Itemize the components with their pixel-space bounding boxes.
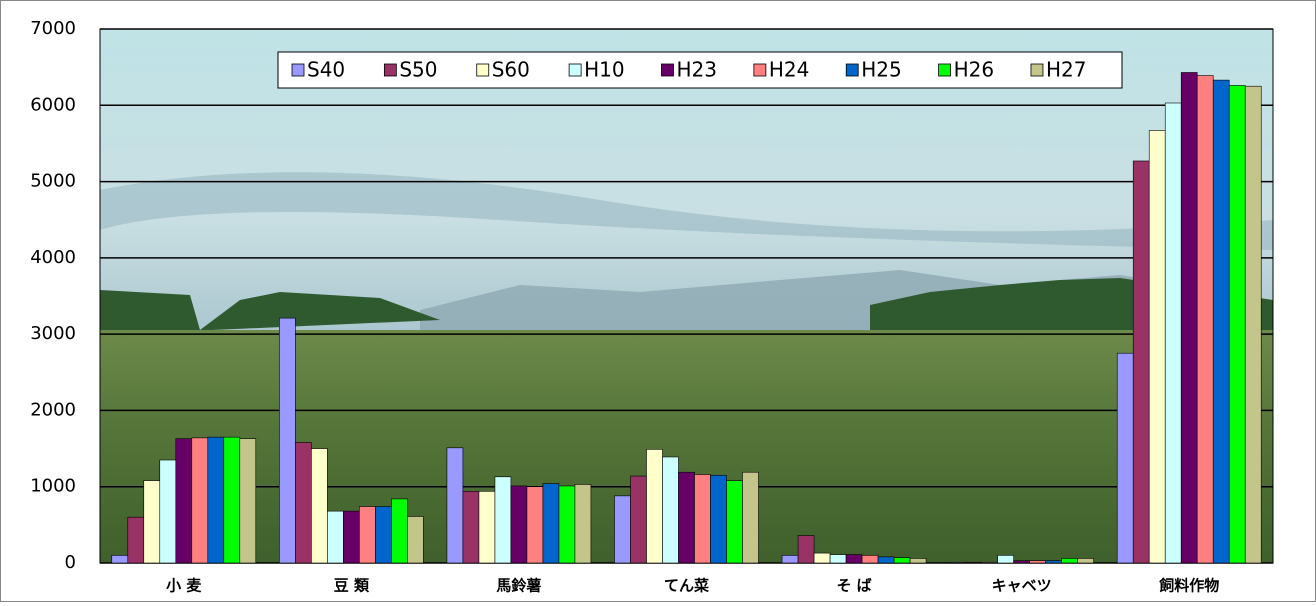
bar <box>1013 560 1030 564</box>
bar <box>127 516 145 564</box>
bar <box>343 510 360 564</box>
bar <box>845 554 863 564</box>
bar <box>574 484 592 564</box>
bar <box>949 561 966 564</box>
bar <box>1045 560 1062 564</box>
bar <box>1029 560 1046 564</box>
bar <box>327 510 344 564</box>
bar <box>909 558 927 564</box>
x-tick-label: 豆 類 <box>334 577 370 595</box>
bar <box>726 480 743 564</box>
y-tick-label: 0 <box>65 552 76 573</box>
y-tick-label: 3000 <box>30 323 76 344</box>
legend-label: H24 <box>769 58 810 82</box>
bar <box>630 475 647 564</box>
bar <box>159 459 177 564</box>
bar <box>662 456 679 564</box>
legend-swatch <box>476 63 490 77</box>
bar <box>494 476 512 564</box>
bar <box>694 474 711 564</box>
legend-box <box>277 51 1123 89</box>
bar <box>1116 352 1134 564</box>
bar <box>893 557 911 564</box>
legend-swatch <box>291 63 305 77</box>
x-tick-label: 馬鈴薯 <box>496 577 541 595</box>
bar <box>1244 85 1262 564</box>
bar <box>710 474 727 564</box>
bar <box>981 561 998 564</box>
legend-swatch <box>845 63 859 77</box>
legend-swatch <box>568 63 582 77</box>
legend-swatch <box>938 63 951 77</box>
bar <box>646 449 663 564</box>
bar <box>143 480 161 564</box>
bar <box>965 561 982 564</box>
bar <box>1164 102 1182 564</box>
bar <box>861 555 879 564</box>
bar <box>526 486 544 564</box>
legend-swatch <box>661 63 674 77</box>
bar <box>1132 160 1150 564</box>
bar <box>223 436 241 564</box>
x-tick-label: 小 麦 <box>166 577 202 595</box>
x-tick-label: てん菜 <box>664 577 709 595</box>
y-tick-label: 4000 <box>30 247 76 268</box>
bar <box>295 442 312 564</box>
bar <box>997 555 1014 564</box>
x-tick-label: そ ば <box>836 577 871 595</box>
bar <box>1196 75 1214 564</box>
bar <box>510 485 528 564</box>
y-tick-label: 5000 <box>30 171 76 192</box>
bar <box>1077 558 1094 564</box>
bar <box>239 438 257 564</box>
bar <box>111 555 129 564</box>
bar <box>375 506 392 564</box>
legend-label: H23 <box>676 58 717 82</box>
legend-swatch <box>1030 63 1044 77</box>
bar <box>877 556 895 564</box>
bar <box>191 437 209 564</box>
bar <box>1180 72 1198 564</box>
x-tick-label: 飼料作物 <box>1158 577 1219 595</box>
bar <box>1148 130 1166 564</box>
bar <box>207 436 225 564</box>
legend-swatch <box>383 63 397 77</box>
y-tick-label: 2000 <box>30 399 76 420</box>
bar <box>1228 85 1246 564</box>
bar <box>614 495 631 564</box>
bar <box>1212 79 1230 564</box>
legend-label: H25 <box>861 58 902 82</box>
bar <box>478 490 496 564</box>
legend-label: S50 <box>399 58 437 82</box>
bar <box>407 516 424 564</box>
legend-swatch <box>753 63 767 77</box>
bar <box>829 554 847 564</box>
y-tick-label: 6000 <box>30 94 76 115</box>
y-tick-label: 1000 <box>30 476 76 497</box>
bar <box>678 471 695 564</box>
bar <box>446 447 464 564</box>
legend-label: S60 <box>492 58 530 82</box>
bar <box>175 438 193 564</box>
bar <box>781 555 799 564</box>
bar <box>391 498 408 564</box>
bar <box>542 483 560 564</box>
legend: S40 S50 S60 H10 H23 H24 H25 H26 H27 <box>277 51 1123 89</box>
legend-label: H26 <box>954 58 995 82</box>
bar <box>742 471 759 564</box>
bar <box>279 317 296 564</box>
bar <box>558 485 576 564</box>
bar <box>797 535 815 564</box>
legend-label: H27 <box>1046 58 1087 82</box>
bar <box>311 448 328 564</box>
bar <box>813 552 831 564</box>
bar <box>462 490 480 564</box>
bar <box>359 506 376 564</box>
x-tick-label: キャベツ <box>992 577 1052 595</box>
legend-label: H10 <box>584 58 625 82</box>
y-tick-label: 7000 <box>30 18 76 39</box>
bar <box>1061 558 1078 564</box>
legend-label: S40 <box>307 58 345 82</box>
